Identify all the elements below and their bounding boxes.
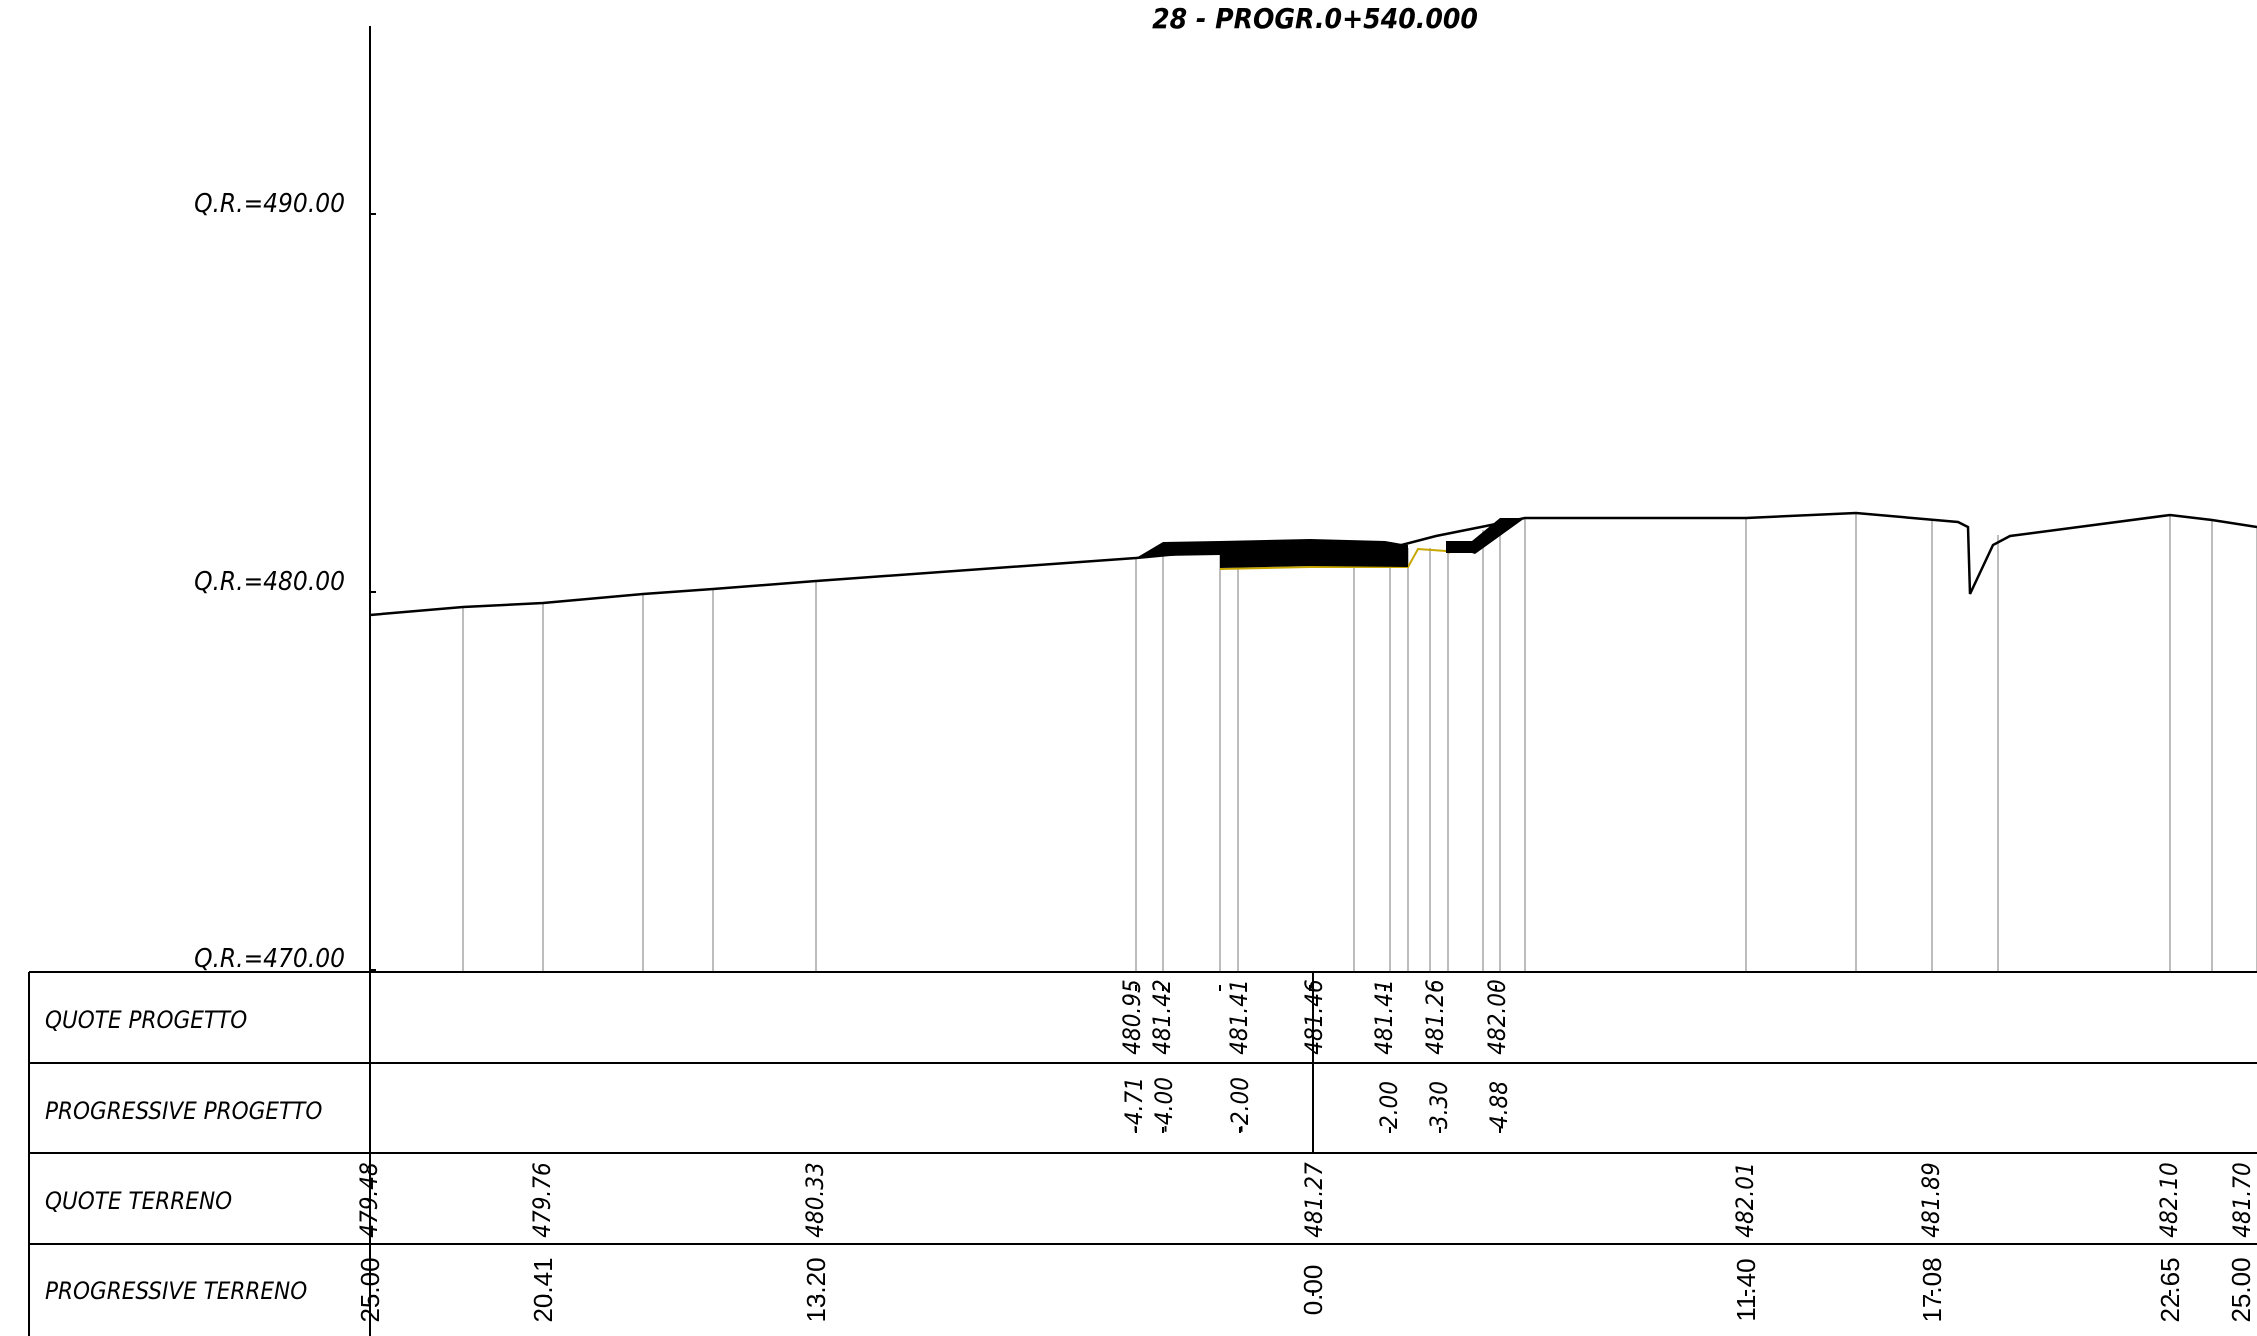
road-pavement-main xyxy=(1220,539,1408,568)
row-label-progressive-terreno: PROGRESSIVE TERRENO xyxy=(45,1277,307,1305)
progressive-progetto-values: -4.71 -4.00 -2.00 2.00 3.30 4.88 xyxy=(1120,1077,1513,1133)
progressive-progetto-value: 3.30 xyxy=(1425,1081,1453,1129)
quote-terreno-values: 479.48 479.76 480.33 481.27 482.01 481.8… xyxy=(355,1162,2256,1238)
quote-terreno-value: 482.01 xyxy=(1731,1162,1759,1238)
progressive-terreno-values: 25.00 20.41 13.20 0.00 11.40 17.08 22.65… xyxy=(355,1257,2256,1322)
quote-progetto-value: 481.26 xyxy=(1421,979,1449,1055)
row-label-progressive-progetto: PROGRESSIVE PROGETTO xyxy=(45,1097,322,1125)
progressive-terreno-value: 22.65 xyxy=(2155,1257,2185,1322)
road-pavement-left xyxy=(1136,541,1220,558)
quote-terreno-value: 480.33 xyxy=(801,1162,829,1238)
quote-terreno-value: 479.76 xyxy=(528,1162,556,1238)
quote-terreno-value: 482.10 xyxy=(2155,1162,2183,1238)
progressive-progetto-value: -4.00 xyxy=(1150,1077,1178,1133)
quote-terreno-value: 479.48 xyxy=(355,1162,383,1238)
road-embankment-right xyxy=(1472,518,1525,554)
band-ticks xyxy=(370,985,2171,1297)
section-title: 28 - PROGR.0+540.000 xyxy=(1152,2,1478,35)
elevation-axis xyxy=(369,26,376,1336)
progressive-terreno-value: 0.00 xyxy=(1298,1265,1328,1316)
progressive-progetto-value: -4.71 xyxy=(1120,1077,1148,1133)
quote-progetto-values: 480.95 481.42 481.41 481.46 481.41 481.2… xyxy=(1118,979,1511,1055)
row-label-quote-terreno: QUOTE TERRENO xyxy=(45,1187,232,1215)
progressive-terreno-value: 20.41 xyxy=(528,1257,558,1322)
progressive-terreno-value: 25.00 xyxy=(355,1257,385,1322)
quote-progetto-value: 481.42 xyxy=(1148,979,1176,1055)
progressive-progetto-value: 4.88 xyxy=(1485,1081,1513,1129)
row-label-quote-progetto: QUOTE PROGETTO xyxy=(45,1006,247,1034)
progressive-terreno-value: 17.08 xyxy=(1917,1257,1947,1322)
reference-level-490: Q.R.=490.00 xyxy=(194,189,345,219)
quote-terreno-value: 481.89 xyxy=(1917,1162,1945,1238)
reference-level-470: Q.R.=470.00 xyxy=(194,944,345,974)
reference-level-480: Q.R.=480.00 xyxy=(194,567,345,597)
progressive-progetto-value: 2.00 xyxy=(1375,1081,1403,1129)
progressive-terreno-value: 25.00 xyxy=(2226,1257,2256,1322)
terrain-profile xyxy=(369,511,2257,617)
quote-progetto-value: 482.00 xyxy=(1483,979,1511,1055)
progressive-terreno-value: 13.20 xyxy=(801,1257,831,1322)
data-band-grid xyxy=(28,971,2257,1336)
quote-progetto-value: 481.41 xyxy=(1370,979,1398,1055)
leader-lines xyxy=(462,513,2257,972)
quote-terreno-value: 481.70 xyxy=(2228,1162,2256,1238)
quote-progetto-value: 481.46 xyxy=(1300,979,1328,1055)
quote-progetto-value: 480.95 xyxy=(1118,979,1146,1055)
road-pavement-right xyxy=(1446,541,1472,553)
progressive-progetto-value: -2.00 xyxy=(1226,1077,1254,1133)
quote-terreno-value: 481.27 xyxy=(1300,1162,1328,1238)
progressive-terreno-value: 11.40 xyxy=(1731,1258,1761,1321)
quote-progetto-value: 481.41 xyxy=(1225,979,1253,1055)
